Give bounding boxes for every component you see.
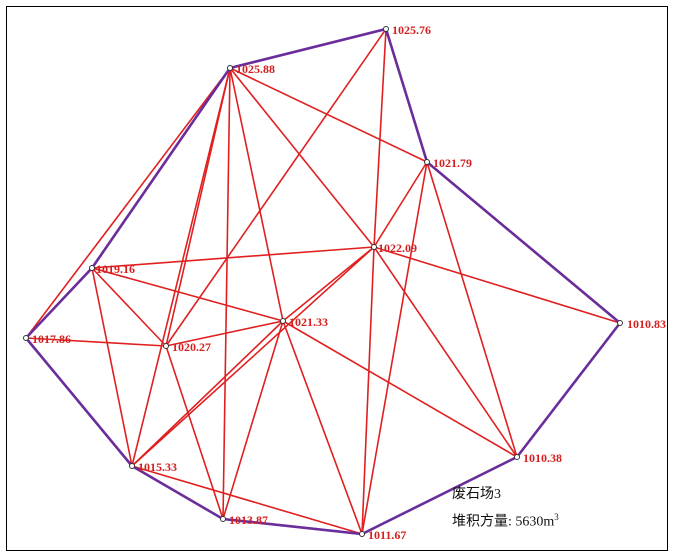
elevation-label: 1022.09 [378, 241, 417, 255]
volume-value: 5630m [515, 514, 555, 530]
survey-point [383, 26, 389, 32]
survey-points [23, 26, 623, 537]
tin-edge [426, 161, 518, 458]
survey-point [371, 244, 377, 250]
elevation-label: 1011.67 [368, 528, 406, 542]
elevation-label: 1010.83 [627, 317, 666, 331]
tin-edge [131, 320, 284, 467]
survey-point [129, 463, 135, 469]
volume-label: 堆积方量: [452, 514, 512, 530]
tin-edge [25, 67, 231, 339]
survey-point [514, 454, 520, 460]
survey-point [89, 265, 95, 271]
triangulation-edges [25, 28, 621, 535]
tin-edge [373, 246, 621, 324]
elevation-label: 1017.86 [32, 332, 71, 346]
survey-point [617, 320, 623, 326]
elevation-label: 1010.38 [523, 451, 562, 465]
tin-edge [91, 267, 284, 322]
elevation-label: 1015.33 [138, 460, 177, 474]
survey-point [163, 343, 169, 349]
elevation-label: 1020.27 [172, 340, 211, 354]
dump-title: 废石场3 [452, 487, 501, 502]
tin-edge [229, 67, 428, 163]
tin-edge [131, 67, 231, 467]
tin-edge [165, 345, 224, 520]
volume-line: 堆积方量: 5630m3 [452, 506, 559, 534]
tin-edge [229, 67, 284, 322]
tin-edge [165, 320, 284, 347]
caption-block: 废石场3 堆积方量: 5630m3 [452, 484, 559, 534]
tin-edge [131, 246, 375, 467]
tin-edge [373, 28, 387, 248]
elevation-labels: 1025.76 1025.88 1021.79 1022.09 1019.16 1017.… [32, 23, 666, 542]
tin-edge [25, 337, 167, 347]
survey-point [359, 531, 365, 537]
elevation-label: 1025.88 [236, 62, 275, 76]
tin-edge [165, 28, 387, 347]
tin-edge [91, 246, 375, 269]
tin-edge [282, 246, 375, 322]
survey-point [220, 516, 226, 522]
elevation-label: 1013.87 [229, 513, 268, 527]
survey-point [280, 318, 286, 324]
tin-edge [282, 320, 518, 458]
tin-edge [361, 246, 375, 535]
tin-edge [373, 161, 428, 248]
elevation-label: 1021.33 [289, 315, 328, 329]
survey-point [227, 65, 233, 71]
survey-point [23, 335, 29, 341]
tin-edge [373, 246, 518, 458]
elevation-label: 1025.76 [392, 23, 431, 37]
tin-edge [91, 267, 133, 467]
tin-edge [222, 320, 284, 520]
elevation-label: 1019.16 [96, 262, 135, 276]
tin-edge [91, 267, 167, 347]
tin-edge [361, 161, 428, 535]
survey-point [424, 159, 430, 165]
volume-unit-sup: 3 [554, 512, 559, 522]
diagram-frame [6, 6, 668, 551]
tin-edge [229, 67, 375, 248]
tin-edge [282, 320, 363, 535]
tin-edge [222, 67, 231, 520]
elevation-label: 1021.79 [433, 156, 472, 170]
tin-edge [131, 465, 363, 535]
